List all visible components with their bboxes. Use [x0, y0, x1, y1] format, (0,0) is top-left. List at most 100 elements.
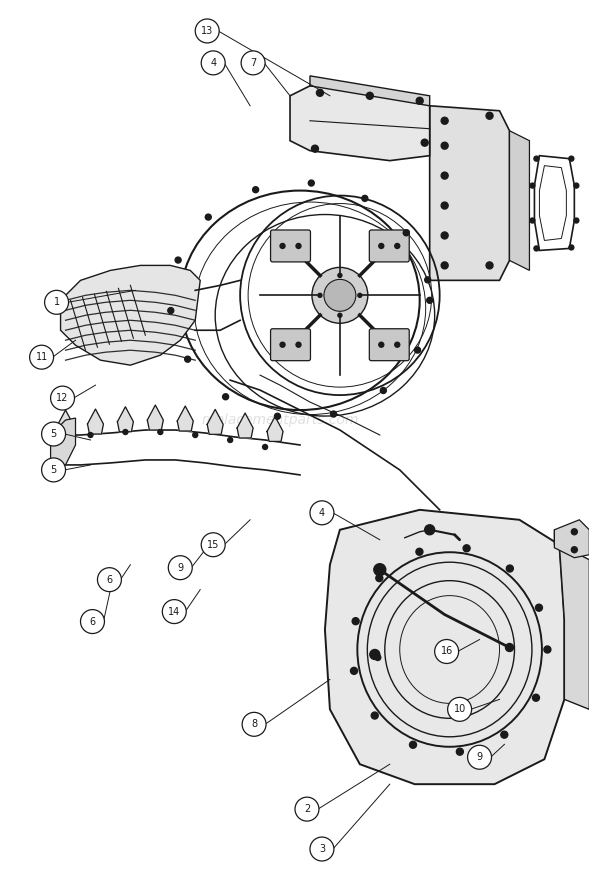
Circle shape — [415, 347, 421, 353]
Circle shape — [123, 429, 128, 435]
Circle shape — [536, 604, 542, 611]
FancyBboxPatch shape — [271, 230, 310, 262]
Circle shape — [228, 437, 232, 442]
Circle shape — [280, 244, 285, 248]
Circle shape — [205, 214, 211, 220]
Circle shape — [80, 610, 104, 633]
Circle shape — [362, 195, 368, 201]
Circle shape — [330, 411, 336, 417]
Circle shape — [51, 386, 74, 410]
Circle shape — [296, 244, 301, 248]
Polygon shape — [87, 409, 103, 434]
Polygon shape — [51, 418, 76, 465]
Polygon shape — [61, 266, 200, 365]
Circle shape — [310, 501, 334, 525]
Polygon shape — [430, 105, 510, 280]
Circle shape — [45, 290, 68, 314]
Text: 9: 9 — [177, 563, 183, 573]
Circle shape — [162, 599, 186, 624]
Circle shape — [274, 413, 280, 419]
Circle shape — [574, 183, 579, 188]
Circle shape — [168, 307, 174, 314]
FancyBboxPatch shape — [271, 328, 310, 361]
Circle shape — [370, 650, 380, 659]
Circle shape — [352, 618, 359, 625]
Circle shape — [569, 156, 574, 161]
Text: 10: 10 — [454, 705, 466, 714]
Circle shape — [425, 277, 431, 283]
Text: 4: 4 — [210, 57, 217, 68]
Circle shape — [379, 342, 384, 348]
Circle shape — [571, 529, 578, 535]
Circle shape — [425, 525, 435, 535]
Polygon shape — [117, 407, 133, 432]
Polygon shape — [555, 530, 584, 555]
Circle shape — [427, 297, 432, 303]
Circle shape — [441, 172, 448, 179]
Polygon shape — [58, 410, 74, 435]
Polygon shape — [237, 413, 253, 438]
Circle shape — [416, 548, 423, 555]
Circle shape — [295, 797, 319, 821]
Circle shape — [324, 280, 356, 311]
Circle shape — [338, 314, 342, 317]
Circle shape — [530, 183, 535, 188]
Text: 7: 7 — [250, 57, 256, 68]
Text: 13: 13 — [201, 26, 214, 36]
Circle shape — [371, 712, 378, 719]
Circle shape — [376, 575, 383, 582]
Circle shape — [185, 356, 191, 362]
Text: 3: 3 — [319, 844, 325, 854]
Polygon shape — [177, 406, 194, 431]
Polygon shape — [325, 510, 565, 784]
Circle shape — [395, 342, 400, 348]
Circle shape — [338, 273, 342, 277]
Circle shape — [409, 741, 417, 748]
Circle shape — [201, 51, 225, 75]
Polygon shape — [207, 409, 223, 435]
Circle shape — [544, 646, 551, 653]
Circle shape — [263, 444, 267, 449]
Polygon shape — [310, 76, 430, 105]
Circle shape — [456, 748, 463, 755]
Circle shape — [574, 218, 579, 223]
Circle shape — [97, 568, 122, 591]
Text: replacementparts.com: replacementparts.com — [201, 413, 359, 427]
Circle shape — [463, 544, 470, 552]
Circle shape — [241, 51, 265, 75]
Text: 16: 16 — [441, 646, 453, 657]
Circle shape — [486, 112, 493, 119]
Circle shape — [435, 639, 458, 664]
Circle shape — [158, 429, 163, 435]
Circle shape — [532, 694, 539, 701]
Circle shape — [88, 433, 93, 437]
Text: 5: 5 — [50, 429, 57, 439]
Circle shape — [416, 98, 423, 105]
Circle shape — [441, 232, 448, 239]
Text: 12: 12 — [57, 393, 69, 403]
Circle shape — [421, 139, 428, 146]
Circle shape — [168, 556, 192, 580]
Circle shape — [312, 267, 368, 323]
Circle shape — [530, 218, 535, 223]
Circle shape — [42, 458, 65, 482]
Circle shape — [441, 118, 448, 125]
Circle shape — [30, 345, 54, 369]
Circle shape — [379, 244, 384, 248]
Circle shape — [350, 667, 358, 674]
Circle shape — [486, 262, 493, 269]
Polygon shape — [555, 520, 589, 557]
Circle shape — [468, 746, 491, 769]
Circle shape — [441, 262, 448, 269]
Text: 1: 1 — [54, 297, 60, 307]
FancyBboxPatch shape — [369, 230, 409, 262]
Circle shape — [193, 433, 198, 437]
Circle shape — [441, 142, 448, 149]
Text: 9: 9 — [477, 753, 483, 762]
Text: 6: 6 — [106, 575, 113, 584]
Polygon shape — [267, 416, 283, 442]
Circle shape — [534, 156, 539, 161]
Circle shape — [375, 654, 381, 660]
Circle shape — [506, 644, 513, 652]
Text: 14: 14 — [168, 606, 181, 617]
